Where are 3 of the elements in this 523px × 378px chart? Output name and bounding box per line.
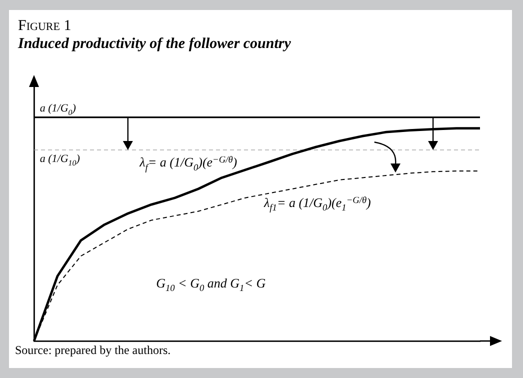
chart-title: Figure 1 (18, 18, 72, 35)
chart-subtitle: Induced productivity of the follower country (18, 36, 291, 53)
source-note: Source: prepared by the authors. (15, 343, 171, 358)
